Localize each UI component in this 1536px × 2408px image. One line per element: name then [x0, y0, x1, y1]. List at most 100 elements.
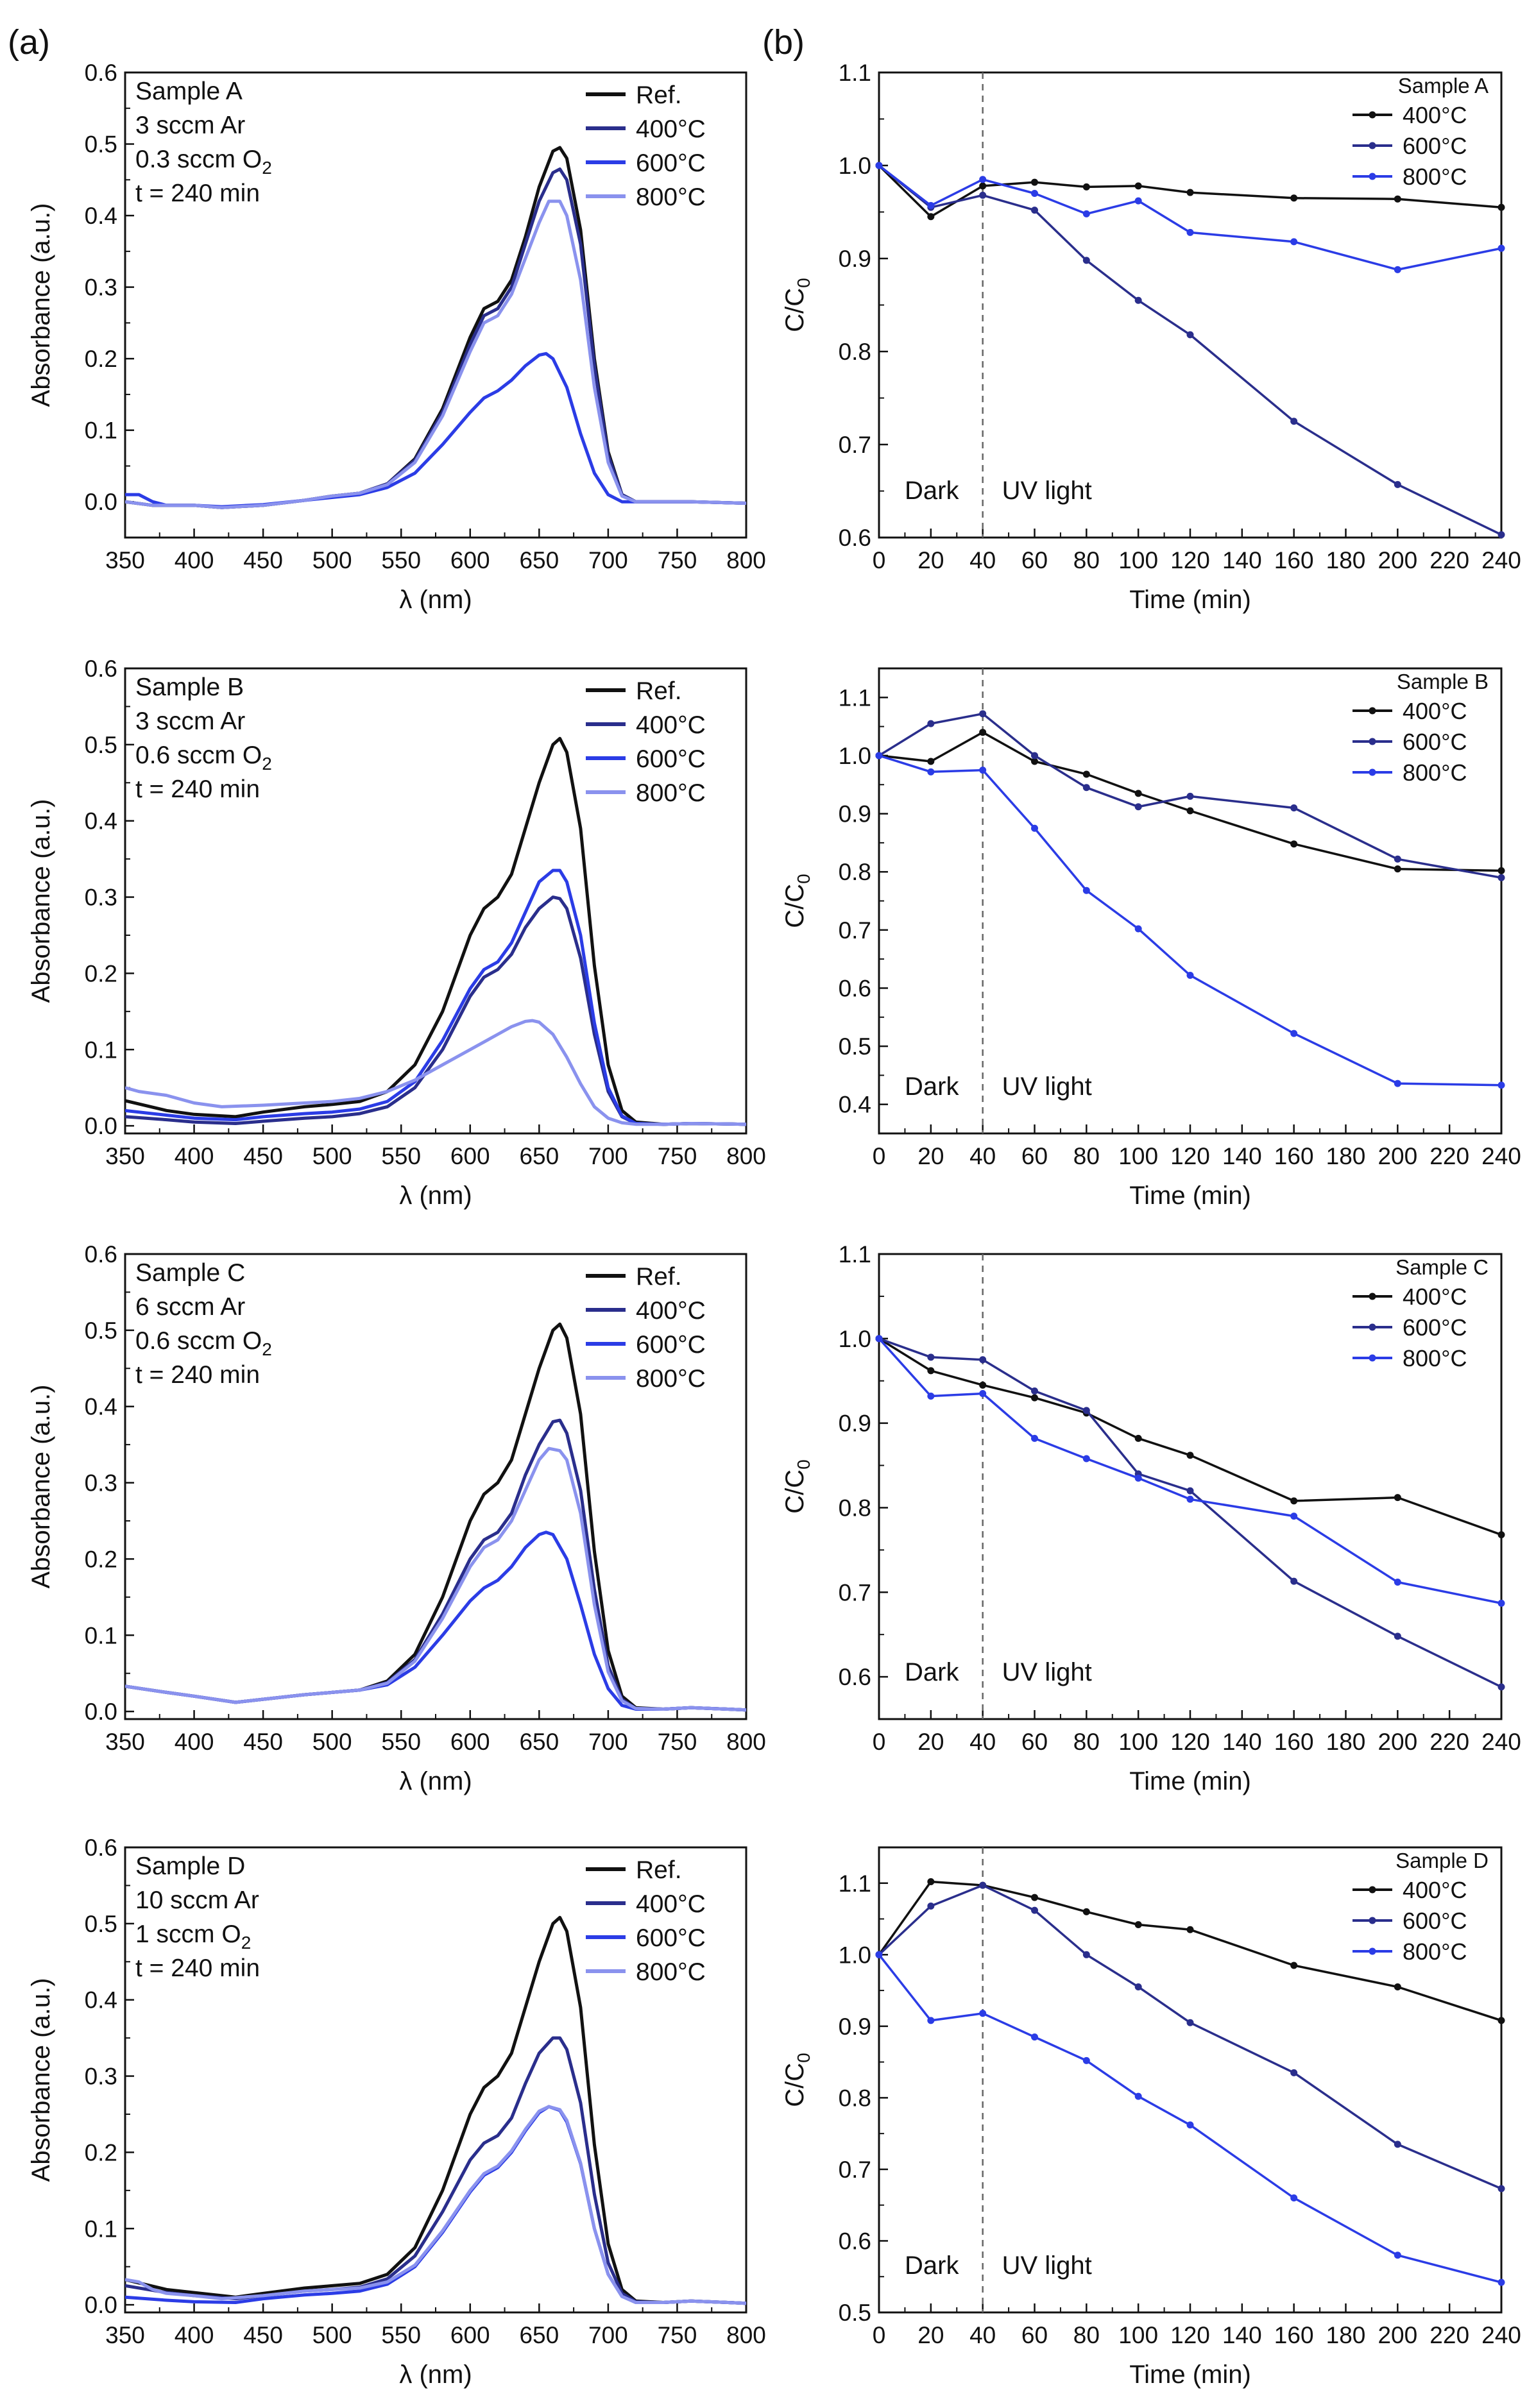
data-point — [1031, 190, 1038, 197]
series-line-2 — [879, 1337, 1501, 1688]
legend-label: 600°C — [1403, 133, 1467, 159]
data-point — [1186, 1452, 1194, 1459]
annotation-line-4: t = 240 min — [135, 180, 260, 207]
data-point — [979, 2010, 987, 2017]
annotation-subscript: 2 — [241, 1933, 252, 1953]
series-line-1 — [125, 736, 746, 1126]
data-point — [1186, 228, 1194, 236]
y-tick-label: 0.7 — [839, 917, 871, 944]
legend-label: 800°C — [1403, 164, 1467, 190]
x-axis-label: Time (min) — [1129, 1182, 1251, 1210]
x-tick-label: 240 — [1481, 1143, 1521, 1169]
x-tick-label: 100 — [1118, 2322, 1158, 2348]
legend: Sample B 400°C 600°C 800°C — [1353, 670, 1489, 786]
legend-marker — [1369, 173, 1376, 180]
x-tick-label: 550 — [381, 1729, 421, 1755]
data-point — [979, 1881, 987, 1889]
y-tick-label: 0.0 — [85, 1113, 117, 1139]
x-tick-label: 400 — [175, 1143, 214, 1169]
data-point — [1394, 1632, 1401, 1640]
data-point — [1290, 2194, 1298, 2202]
y-tick-label: 0.6 — [85, 1835, 117, 1861]
x-axis-label: λ (nm) — [399, 2361, 472, 2389]
y-tick-label: 0.4 — [839, 1092, 871, 1118]
y-tick-label: 0.8 — [839, 339, 871, 365]
x-tick-label: 40 — [969, 547, 996, 573]
y-tick-label: 0.0 — [85, 489, 117, 515]
y-tick-label: 0.5 — [85, 732, 117, 758]
annotation-line-4: t = 240 min — [135, 1361, 260, 1389]
x-tick-label: 120 — [1170, 1729, 1210, 1755]
legend-label: 400°C — [636, 1890, 706, 1918]
data-point — [1134, 2092, 1142, 2100]
data-point — [1186, 189, 1194, 196]
data-point — [1082, 1407, 1090, 1414]
y-tick-label: 0.6 — [839, 2228, 871, 2254]
data-point — [927, 2017, 935, 2024]
legend: Sample A 400°C 600°C 800°C — [1353, 74, 1489, 190]
data-point — [979, 1356, 987, 1364]
x-tick-label: 200 — [1378, 1143, 1417, 1169]
data-point — [1186, 972, 1194, 979]
legend-label: 600°C — [636, 149, 706, 177]
data-point — [1134, 1920, 1142, 1928]
data-point — [875, 752, 883, 759]
data-point — [1134, 1434, 1142, 1442]
annotation-line-4: t = 240 min — [135, 1954, 260, 1982]
x-tick-label: 350 — [105, 1729, 145, 1755]
y-axis-label-subscript: 0 — [794, 874, 814, 884]
x-tick-label: 650 — [519, 1729, 559, 1755]
data-point — [1186, 331, 1194, 339]
y-tick-label: 1.0 — [839, 743, 871, 769]
data-point — [1186, 1926, 1194, 1933]
x-tick-label: 80 — [1073, 2322, 1100, 2348]
data-point — [1134, 1474, 1142, 1482]
x-tick-label: 650 — [519, 2322, 559, 2348]
y-axis-label-subscript: 0 — [794, 2053, 814, 2063]
x-tick-label: 600 — [450, 1729, 490, 1755]
y-tick-label: 1.0 — [839, 1326, 871, 1352]
data-point — [1290, 1577, 1298, 1585]
legend-marker — [1369, 1323, 1376, 1331]
x-tick-label: 140 — [1222, 1729, 1262, 1755]
x-tick-label: 40 — [969, 1143, 996, 1169]
x-tick-label: 80 — [1073, 547, 1100, 573]
y-tick-label: 0.4 — [85, 808, 117, 835]
legend-label: 600°C — [1403, 1908, 1467, 1934]
x-tick-label: 800 — [726, 547, 766, 573]
x-tick-label: 100 — [1118, 1143, 1158, 1169]
sample-annotation: Sample D 10 sccm Ar 1 sccm O2t = 240 min — [135, 1853, 260, 1982]
annotation-subscript: 2 — [262, 754, 272, 774]
x-tick-label: 20 — [917, 2322, 944, 2348]
sample-annotation: Sample A 3 sccm Ar 0.3 sccm O2t = 240 min — [135, 78, 272, 207]
legend-label: 400°C — [1403, 1284, 1467, 1310]
series-line-2 — [879, 712, 1501, 879]
legend: Sample D 400°C 600°C 800°C — [1353, 1849, 1489, 1965]
x-tick-label: 600 — [450, 547, 490, 573]
x-tick-label: 450 — [243, 1729, 283, 1755]
y-tick-label: 0.0 — [85, 1699, 117, 1725]
x-tick-label: 240 — [1481, 1729, 1521, 1755]
x-tick-label: 220 — [1429, 1143, 1469, 1169]
data-point — [927, 1367, 935, 1375]
data-point — [1082, 1951, 1090, 1958]
data-point — [1394, 1578, 1401, 1586]
data-point — [979, 1390, 987, 1397]
legend-title: Sample D — [1395, 1849, 1489, 1872]
x-axis-label: λ (nm) — [399, 586, 472, 614]
y-tick-label: 0.7 — [839, 1579, 871, 1606]
annotation-line-3: 0.3 sccm O2 — [135, 146, 272, 178]
x-tick-label: 60 — [1021, 1729, 1048, 1755]
x-tick-label: 550 — [381, 2322, 421, 2348]
data-point — [1082, 1455, 1090, 1463]
data-point — [1394, 1494, 1401, 1502]
y-axis-label-subscript: 0 — [794, 278, 814, 288]
y-tick-label: 0.3 — [85, 2064, 117, 2090]
x-tick-label: 650 — [519, 547, 559, 573]
chart-panel-3: 350 400 450 500 550 600 650 700 750 800 0.0 0.1 0.2 0… — [27, 656, 766, 1210]
series-line-1 — [125, 1915, 746, 2305]
legend-label: 800°C — [1403, 1345, 1467, 1371]
x-tick-label: 400 — [175, 1729, 214, 1755]
y-axis-label: Absorbance (a.u.) — [27, 203, 55, 407]
data-point — [1134, 790, 1142, 797]
